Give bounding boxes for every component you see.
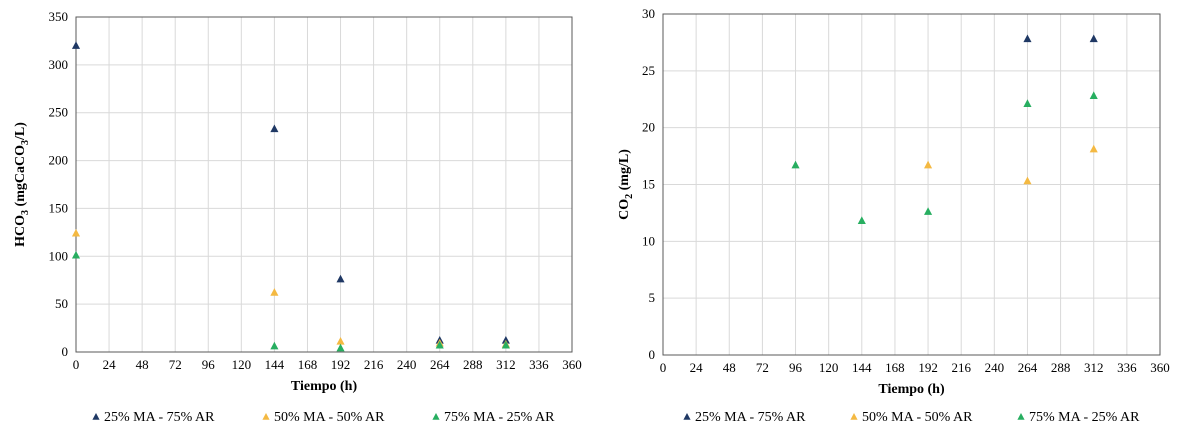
legend-marker-series-1 <box>92 413 100 420</box>
y-tick-label: 30 <box>642 6 655 21</box>
y-axis-label-part: HCO <box>13 215 28 247</box>
plot-area-frame <box>75 16 573 353</box>
x-tick-label: 72 <box>169 357 182 372</box>
x-tick-label: 288 <box>463 357 483 372</box>
plot-area-frame <box>662 13 1161 356</box>
series-3-point <box>791 160 800 169</box>
series-2-point <box>270 288 279 296</box>
series-3-point <box>924 207 933 215</box>
legend-marker-series-1 <box>683 413 691 420</box>
y-tick-label: 25 <box>642 63 655 78</box>
y-axis-label-subscript: 3 <box>20 140 31 145</box>
legend-marker-series-3 <box>432 413 440 420</box>
series-3-point <box>1023 99 1032 107</box>
hco3-chart: 0 24 48 72 96 120 144 168 192 216 240 264 288 312 336 3… <box>13 9 582 425</box>
x-tick-label: 72 <box>756 360 769 375</box>
y-axis-label-part: CO <box>617 199 632 220</box>
x-axis-label: Tiempo (h) <box>291 379 358 394</box>
series-1-point <box>501 336 510 344</box>
legend-label-series-2: 50% MA - 50% AR <box>862 410 973 425</box>
y-tick-label: 0 <box>649 347 656 362</box>
x-tick-label: 144 <box>852 360 872 375</box>
x-tick-label: 96 <box>202 357 216 372</box>
series-2-point <box>336 336 345 345</box>
series-3-point <box>435 340 444 349</box>
x-tick-label: 192 <box>918 360 938 375</box>
x-tick-label: 264 <box>1018 360 1038 375</box>
series-2-point <box>71 228 81 237</box>
series-1-point <box>71 41 81 49</box>
x-tick-label: 168 <box>298 357 318 372</box>
series-3-point <box>270 341 279 350</box>
x-tick-label: 120 <box>232 357 252 372</box>
x-tick-label: 312 <box>1084 360 1104 375</box>
series-1-point <box>1089 34 1098 43</box>
series-3-point <box>71 250 81 259</box>
y-axis-label-subscript: 3 <box>20 210 31 215</box>
legend-marker-series-2 <box>262 413 270 420</box>
x-tick-label: 240 <box>397 357 417 372</box>
x-tick-label: 360 <box>1150 360 1170 375</box>
series-3-point <box>501 340 510 349</box>
y-tick-label: 50 <box>55 296 68 311</box>
y-axis-label-part: (mg/L) <box>617 149 632 194</box>
x-tick-label: 48 <box>136 357 149 372</box>
co2-chart-panel: 0 24 48 72 96 120 144 168 192 216 240 264 288 312 336 3… <box>590 0 1179 426</box>
series-2-point <box>924 160 933 169</box>
x-tick-label: 240 <box>985 360 1005 375</box>
y-tick-label: 15 <box>642 177 655 192</box>
x-tick-label: 264 <box>430 357 450 372</box>
x-tick-label: 24 <box>690 360 704 375</box>
co2-chart: 0 24 48 72 96 120 144 168 192 216 240 264 288 312 336 3… <box>617 6 1170 425</box>
x-tick-label: 336 <box>1117 360 1137 375</box>
series-1-point <box>1023 34 1032 43</box>
legend-label-series-1: 25% MA - 75% AR <box>104 410 215 425</box>
x-tick-label: 0 <box>660 360 667 375</box>
legend-label-series-1: 25% MA - 75% AR <box>695 410 806 425</box>
legend-label-series-3: 75% MA - 25% AR <box>444 410 555 425</box>
y-tick-label: 100 <box>49 248 69 263</box>
x-tick-label: 288 <box>1051 360 1071 375</box>
y-axis-label: HCO3 (mgCaCO3/L) <box>13 122 31 247</box>
series-3-point <box>857 216 866 225</box>
y-tick-label: 200 <box>49 153 69 168</box>
legend-label-series-2: 50% MA - 50% AR <box>274 410 385 425</box>
x-tick-label: 312 <box>496 357 516 372</box>
y-tick-label: 20 <box>642 120 655 135</box>
y-tick-label: 350 <box>49 9 69 24</box>
y-axis-label: CO2 (mg/L) <box>617 149 635 220</box>
legend-marker-series-3 <box>1017 413 1025 420</box>
x-tick-label: 336 <box>529 357 549 372</box>
legend-marker-series-2 <box>850 413 858 420</box>
hco3-chart-panel: 0 24 48 72 96 120 144 168 192 216 240 264 288 312 336 3… <box>13 9 582 425</box>
y-tick-label: 250 <box>49 105 69 120</box>
y-axis-label-part: (mgCaCO <box>13 145 28 210</box>
x-tick-label: 24 <box>103 357 117 372</box>
series-2-point <box>1089 144 1098 153</box>
y-axis-label-subscript: 2 <box>624 194 635 199</box>
y-tick-label: 300 <box>49 57 69 72</box>
x-tick-label: 96 <box>789 360 803 375</box>
x-axis-label: Tiempo (h) <box>878 382 945 397</box>
series-3-point <box>336 343 345 352</box>
y-tick-label: 5 <box>649 290 656 305</box>
y-tick-label: 0 <box>62 344 69 359</box>
series-1-point <box>270 124 279 133</box>
x-tick-label: 168 <box>885 360 905 375</box>
series-1-point <box>336 274 345 283</box>
series-3-point <box>1089 91 1098 99</box>
legend-label-series-3: 75% MA - 25% AR <box>1029 410 1140 425</box>
series-2-point <box>1023 176 1032 185</box>
x-tick-label: 48 <box>723 360 736 375</box>
y-tick-label: 10 <box>642 233 655 248</box>
x-tick-label: 216 <box>951 360 971 375</box>
y-axis-label-part: /L) <box>13 122 28 141</box>
x-tick-label: 0 <box>73 357 80 372</box>
x-tick-label: 192 <box>331 357 351 372</box>
x-tick-label: 144 <box>265 357 285 372</box>
y-tick-label: 150 <box>49 200 69 215</box>
x-tick-label: 360 <box>562 357 582 372</box>
x-tick-label: 216 <box>364 357 384 372</box>
x-tick-label: 120 <box>819 360 839 375</box>
